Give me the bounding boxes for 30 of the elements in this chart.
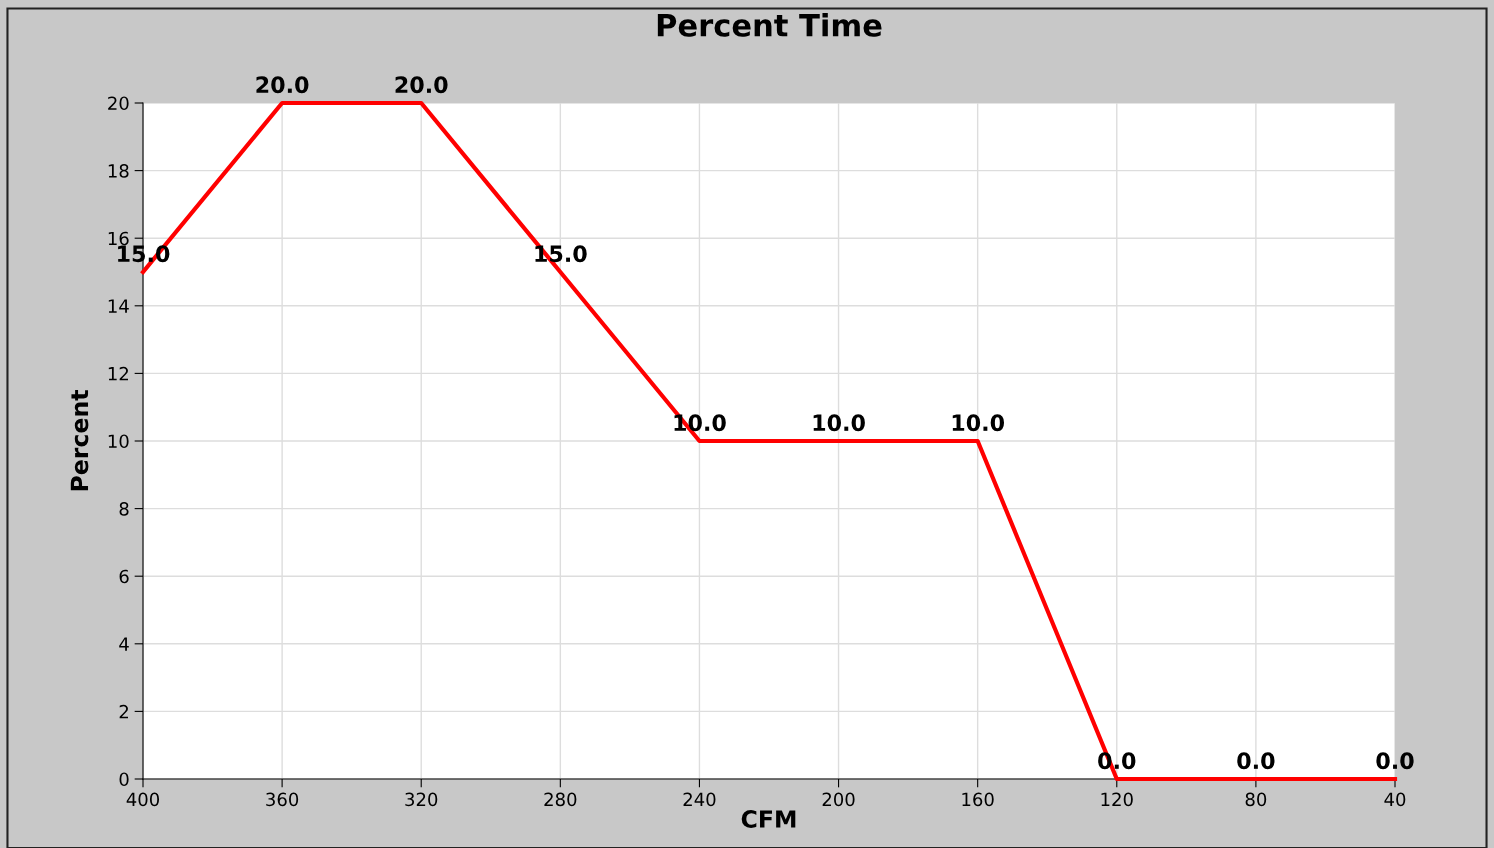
data-label: 10.0: [813, 414, 865, 432]
y-tick-label: 10: [108, 434, 129, 449]
x-axis-title: CFM: [741, 810, 796, 828]
x-tick-label: 320: [405, 792, 438, 807]
y-tick-label: 0: [119, 772, 129, 787]
y-tick-label: 18: [108, 164, 129, 178]
y-axis-title: Percent: [70, 390, 89, 491]
x-tick-label: 200: [822, 792, 855, 807]
y-tick-label: 2: [119, 704, 128, 719]
y-tick-label: 6: [119, 569, 129, 584]
y-tick-label: 20: [108, 96, 129, 111]
data-label: 10.0: [952, 414, 1005, 432]
y-tick-label: 12: [108, 366, 128, 381]
x-tick-label: 120: [1101, 792, 1133, 807]
y-tick-label: 14: [108, 299, 129, 313]
chart-title: Percent Time: [657, 13, 882, 37]
data-label: 20.0: [395, 76, 448, 94]
x-tick-label: 80: [1245, 792, 1267, 807]
data-label: 20.0: [256, 76, 309, 94]
x-tick-label: 40: [1384, 792, 1406, 807]
y-tick-label: 16: [108, 231, 129, 246]
data-label: 0.0: [1376, 752, 1414, 770]
x-tick-label: 280: [544, 792, 577, 807]
x-tick-label: 240: [683, 792, 716, 807]
data-label: 0.0: [1237, 752, 1275, 770]
x-tick-label: 360: [266, 792, 299, 807]
x-tick-label: 160: [962, 792, 994, 807]
y-tick-label: 4: [119, 637, 129, 651]
y-tick-label: 8: [119, 502, 129, 516]
x-tick-label: 400: [126, 792, 160, 807]
